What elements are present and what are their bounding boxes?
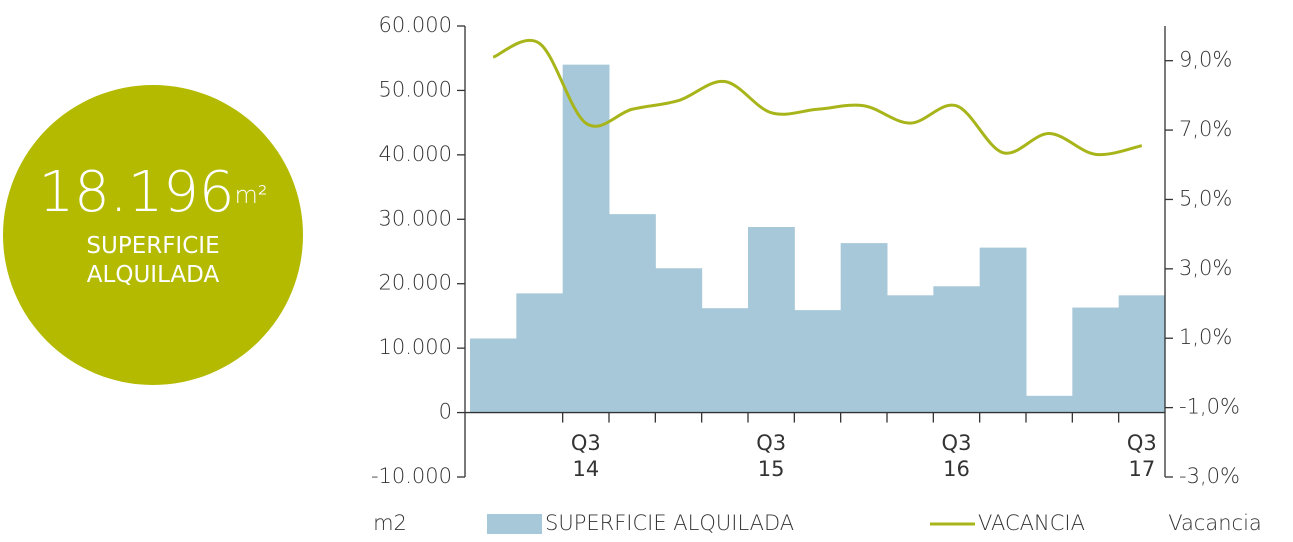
- legend-label: SUPERFICIE ALQUILADA: [545, 511, 794, 535]
- badge-unit: m²: [234, 181, 267, 209]
- bar: [470, 338, 517, 413]
- y-tick-label: 50.000: [379, 77, 452, 101]
- bar: [748, 227, 795, 413]
- y2-tick-label: 3,0%: [1179, 256, 1232, 280]
- y-tick-label: 60.000: [379, 13, 452, 37]
- bar: [562, 64, 610, 413]
- x-tick-label: Q3 16: [941, 431, 972, 481]
- bar: [609, 214, 656, 413]
- y2-tick-label: 7,0%: [1179, 117, 1232, 141]
- legend-swatch: [487, 514, 542, 534]
- legend-label: VACANCIA: [978, 511, 1085, 535]
- y2-tick-label: -3,0%: [1179, 464, 1240, 488]
- vacancy-line: [492, 39, 1143, 157]
- bar: [516, 293, 564, 413]
- bar: [794, 310, 842, 413]
- bar: [979, 247, 1027, 413]
- x-tick-label: Q3 14: [570, 431, 601, 481]
- y-tick-label: 40.000: [379, 142, 452, 166]
- badge-circle: [3, 85, 303, 385]
- y2-tick-label: -1,0%: [1179, 395, 1240, 419]
- badge-number: 18.196: [39, 160, 235, 225]
- y-tick-label: -10.000: [371, 464, 452, 488]
- x-tick-label: Q3 17: [1126, 431, 1157, 481]
- bar: [1072, 307, 1120, 413]
- bar: [655, 268, 703, 413]
- y2-tick-label: 1,0%: [1179, 325, 1232, 349]
- y2-axis-title: Vacancia: [1168, 511, 1262, 535]
- y-tick-label: 30.000: [379, 206, 452, 230]
- x-tick-label: Q3 15: [756, 431, 787, 481]
- y-tick-label: 0: [439, 400, 452, 424]
- badge-value: 18.196m²: [39, 160, 268, 225]
- y-tick-label: 20.000: [379, 271, 452, 295]
- y2-tick-label: 9,0%: [1179, 48, 1232, 72]
- bar: [701, 308, 749, 413]
- bar: [933, 286, 981, 413]
- y-tick-label: 10.000: [379, 335, 452, 359]
- y2-tick-label: 5,0%: [1179, 186, 1232, 210]
- bar: [887, 295, 934, 413]
- bar: [840, 243, 888, 413]
- bar: [1118, 295, 1166, 413]
- bar: [1026, 395, 1073, 413]
- badge-label: SUPERFICIE ALQUILADA: [86, 233, 220, 288]
- y-axis-title: m2: [373, 511, 407, 535]
